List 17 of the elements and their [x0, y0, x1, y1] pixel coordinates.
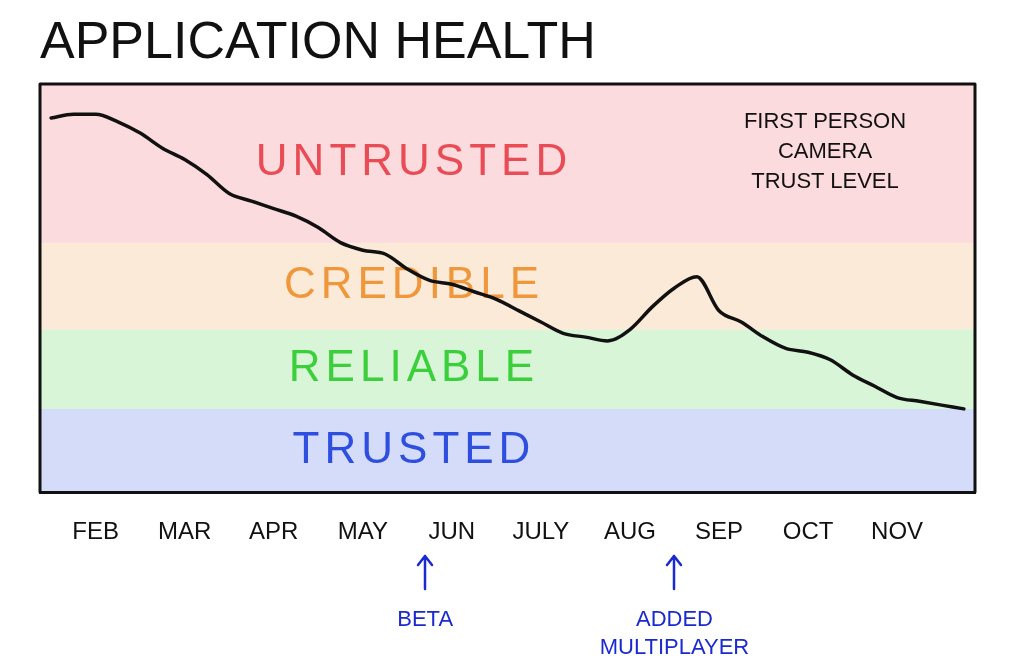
text: BETA: [397, 606, 454, 632]
x-tick-label: SEP: [694, 517, 743, 545]
x-tick-label: JULY: [512, 517, 570, 545]
x-tick-label: FEB: [72, 517, 119, 545]
x-tick-label: APR: [249, 517, 299, 545]
chart-title: APPLICATION HEALTH: [40, 11, 596, 70]
x-tick-label: AUG: [603, 517, 656, 545]
x-tick-label: OCT: [782, 517, 834, 545]
band-label: RELIABLE: [288, 341, 540, 391]
text: ADDED MULTIPLAYER: [599, 606, 750, 660]
band-label: TRUSTED: [292, 422, 536, 472]
annotation: FIRST PERSON CAMERA TRUST LEVEL: [743, 108, 907, 194]
band-label: UNTRUSTED: [255, 135, 573, 185]
x-tick-label: JUN: [428, 517, 476, 545]
x-tick-label: NOV: [871, 517, 924, 545]
x-tick-label: MAY: [337, 517, 388, 545]
x-tick-label: MAR: [158, 517, 212, 545]
